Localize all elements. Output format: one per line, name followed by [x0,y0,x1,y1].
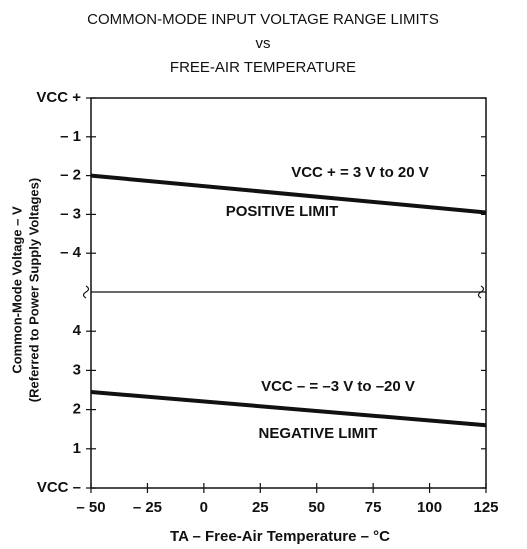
y-tick-label: 4 [73,322,82,339]
y-tick-label: – 3 [60,205,81,222]
x-tick-label: – 50 [76,499,105,516]
annotation: VCC + = 3 V to 20 V [291,164,429,181]
y-tick-label: 3 [73,361,81,378]
y-axis-label: Common-Mode Voltage – V [9,206,24,374]
x-tick-label: 0 [200,499,208,516]
title: vs [256,35,271,52]
y-tick-label: 2 [73,401,81,418]
limit-line [90,389,487,428]
annotation: POSITIVE LIMIT [226,203,339,220]
title: FREE-AIR TEMPERATURE [170,59,356,76]
label-bg [243,378,433,396]
y-axis-label: (Referred to Power Supply Voltages) [26,178,41,402]
annotation: VCC – = –3 V to –20 V [261,378,415,395]
annotation: NEGATIVE LIMIT [259,425,378,442]
y-tick-label: – 4 [60,244,82,261]
x-axis-label: TA – Free-Air Temperature – °C [170,528,390,545]
x-tick-label: 25 [252,499,269,516]
y-tick-label: – 2 [60,167,81,184]
y-tick-label: VCC – [37,479,81,496]
y-tick-label: 1 [73,440,81,457]
label-bg [273,164,447,182]
label-bg [224,203,340,221]
x-tick-label: 100 [417,499,442,516]
plot-frame [90,97,487,489]
x-tick-label: – 25 [133,499,162,516]
label-bg [260,425,376,443]
x-tick-label: 125 [473,499,498,516]
x-tick-label: 75 [365,499,382,516]
y-tick-label: – 1 [60,128,81,145]
y-tick-label: VCC + [36,89,81,106]
break-mark [82,285,485,299]
title: COMMON-MODE INPUT VOLTAGE RANGE LIMITS [87,11,439,28]
limit-line [90,173,487,215]
x-tick-label: 50 [308,499,325,516]
